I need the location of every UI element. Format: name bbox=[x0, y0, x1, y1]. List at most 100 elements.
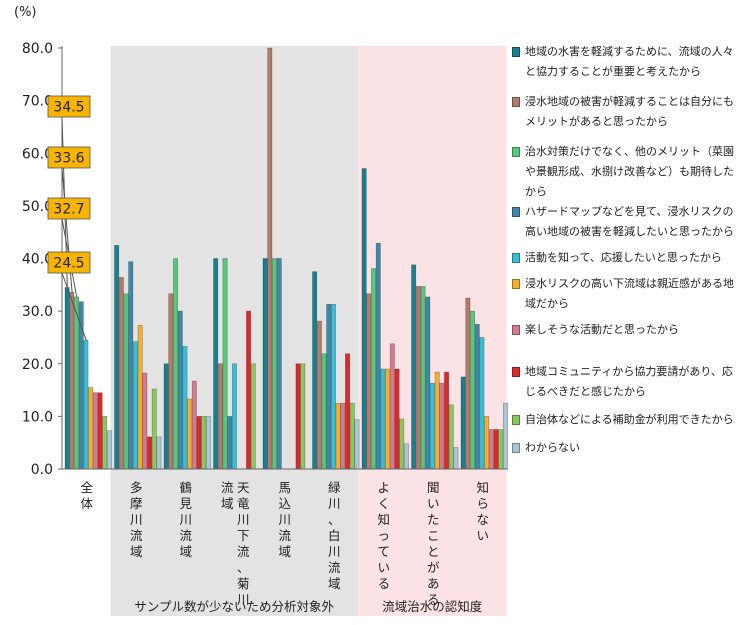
annotation-label-0: 34.5 bbox=[53, 100, 84, 116]
bar-s2-c3 bbox=[222, 258, 228, 470]
bar-s5-c8 bbox=[484, 416, 490, 470]
bar-s6-c7 bbox=[439, 382, 445, 470]
annotation-label-1: 33.6 bbox=[53, 151, 84, 167]
bar-s2-c5 bbox=[321, 353, 327, 470]
bar-s0-c5 bbox=[312, 271, 318, 470]
y-tick-label: 10.0 bbox=[22, 409, 53, 425]
bar-s6-c8 bbox=[488, 429, 494, 470]
y-tick-label: 30.0 bbox=[22, 304, 53, 320]
bar-s7-c0 bbox=[97, 392, 103, 470]
bar-s9-c1 bbox=[156, 436, 162, 470]
bar-s9-c7 bbox=[453, 447, 459, 470]
bar-s0-c7 bbox=[411, 264, 417, 470]
bar-s5-c7 bbox=[434, 371, 440, 470]
y-tick-label: 50.0 bbox=[22, 199, 53, 215]
legend-item: 活動を知って、応援したいと思ったから bbox=[510, 248, 736, 268]
legend-item: わからない bbox=[510, 438, 736, 458]
legend-swatch bbox=[512, 443, 520, 453]
y-tick-label: 80.0 bbox=[22, 41, 53, 57]
bar-s5-c6 bbox=[385, 368, 391, 470]
bar-s2-c8 bbox=[470, 310, 475, 470]
legend-item: 自治体などによる補助金が利用できたから bbox=[510, 410, 736, 430]
bar-s4-c5 bbox=[330, 303, 336, 470]
legend-label: わからない bbox=[525, 441, 580, 454]
bar-s0-c6 bbox=[361, 168, 367, 470]
legend-swatch bbox=[512, 47, 520, 57]
bar-s8-c7 bbox=[448, 404, 454, 470]
bar-s8-c5 bbox=[349, 402, 355, 470]
y-tick-label: 70.0 bbox=[22, 94, 53, 110]
bar-s8-c8 bbox=[498, 429, 504, 470]
bar-s1-c8 bbox=[465, 297, 471, 470]
bar-s4-c6 bbox=[380, 368, 386, 470]
legend-swatch bbox=[512, 253, 520, 263]
bar-s8-c3 bbox=[250, 363, 256, 470]
bar-s7-c4 bbox=[295, 363, 301, 470]
legend-label: 治水対策だけでなく、他のメリット（菜園や景観形成、水捌け改善など）も期待したから bbox=[525, 145, 734, 198]
bar-s5-c0 bbox=[88, 387, 94, 470]
bar-s5-c5 bbox=[335, 402, 341, 470]
bar-s1-c2 bbox=[168, 293, 174, 470]
bar-s7-c8 bbox=[493, 429, 499, 470]
legend-swatch bbox=[512, 97, 520, 107]
bar-s9-c6 bbox=[403, 443, 409, 470]
category-label-3: 天竜川下流、菊川流域 bbox=[221, 480, 250, 607]
bar-s9-c8 bbox=[502, 402, 508, 470]
bar-s4-c8 bbox=[479, 337, 485, 470]
bar-s2-c6 bbox=[371, 268, 376, 470]
bar-s1-c5 bbox=[316, 320, 322, 470]
annotation-label-2: 32.7 bbox=[53, 202, 84, 218]
legend-item: 地域の水害を軽減するために、流域の人々と協力することが重要と考えたから bbox=[510, 42, 736, 82]
legend-label: ハザードマップなどを見て、浸水リスクの高い地域の被害を軽減したいと思ったから bbox=[525, 205, 734, 238]
bar-s3-c2 bbox=[177, 310, 183, 470]
bar-s6-c2 bbox=[191, 380, 197, 470]
bar-s1-c3 bbox=[217, 363, 223, 470]
y-unit-label: (%) bbox=[14, 5, 37, 20]
bar-s2-c4 bbox=[272, 258, 277, 470]
y-tick-label: 60.0 bbox=[22, 146, 53, 162]
bar-s4-c2 bbox=[182, 346, 188, 470]
category-label-0: 全体 bbox=[80, 480, 93, 511]
bar-s4-c3 bbox=[232, 363, 237, 470]
annotation-box-3 bbox=[47, 251, 91, 274]
bar-s0-c3 bbox=[213, 258, 219, 470]
y-tick-label: 20.0 bbox=[22, 357, 53, 373]
bar-s3-c7 bbox=[425, 296, 431, 470]
bar-s6-c5 bbox=[340, 402, 346, 470]
legend-label: 地域コミュニティから協力要請があり、応じるべきだと感じたから bbox=[525, 365, 733, 398]
legend-label: 楽しそうな活動だと思ったから bbox=[525, 323, 679, 336]
legend-item: 地域コミュニティから協力要請があり、応じるべきだと感じたから bbox=[510, 362, 736, 402]
bar-s2-c2 bbox=[173, 258, 178, 470]
bar-s0-c1 bbox=[114, 245, 120, 470]
group-label-1: 流域治水の認知度 bbox=[382, 599, 483, 614]
legend-item: 治水対策だけでなく、他のメリット（菜園や景観形成、水捌け改善など）も期待したから bbox=[510, 142, 736, 202]
bar-s3-c4 bbox=[276, 258, 282, 470]
bar-s3-c6 bbox=[375, 242, 381, 470]
bar-s9-c0 bbox=[107, 430, 112, 470]
legend-swatch bbox=[512, 207, 520, 217]
bar-s1-c1 bbox=[118, 277, 124, 470]
annotation-box-2 bbox=[47, 197, 91, 220]
bar-s7-c7 bbox=[444, 371, 449, 470]
annotation-box-0 bbox=[47, 95, 91, 118]
chart-legend: 地域の水害を軽減するために、流域の人々と協力することが重要と考えたから 浸水地域の… bbox=[510, 42, 736, 458]
bar-s1-c0 bbox=[69, 291, 75, 470]
bar-s8-c0 bbox=[102, 416, 108, 470]
legend-swatch bbox=[512, 325, 520, 335]
bar-s7-c3 bbox=[246, 310, 251, 470]
legend-swatch bbox=[512, 415, 520, 425]
bar-s8-c2 bbox=[201, 416, 207, 470]
bar-s5-c2 bbox=[187, 398, 193, 470]
bar-s0-c8 bbox=[460, 376, 466, 470]
legend-item: 浸水地域の被害が軽減することは自分にもメリットがあると思ったから bbox=[510, 92, 736, 132]
legend-swatch bbox=[512, 367, 520, 377]
legend-item: 浸水リスクの高い下流域は親近感がある地域だから bbox=[510, 274, 736, 314]
bar-s3-c8 bbox=[474, 323, 480, 470]
legend-label: 自治体などによる補助金が利用できたから bbox=[525, 413, 734, 426]
y-tick-label: 40.0 bbox=[22, 252, 53, 268]
category-label-2: 鶴見川流域 bbox=[179, 480, 192, 559]
bar-s8-c1 bbox=[151, 388, 157, 470]
bar-s2-c1 bbox=[123, 293, 129, 470]
y-tick-label: 0.0 bbox=[31, 462, 53, 478]
annotation-leader-3 bbox=[61, 272, 87, 341]
